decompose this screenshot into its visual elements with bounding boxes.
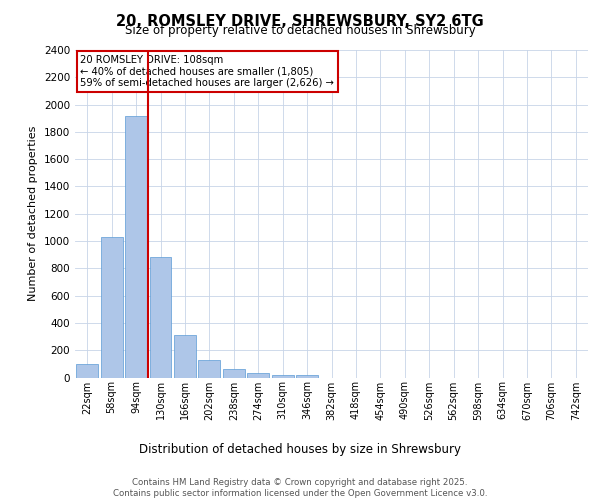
- Text: 20, ROMSLEY DRIVE, SHREWSBURY, SY2 6TG: 20, ROMSLEY DRIVE, SHREWSBURY, SY2 6TG: [116, 14, 484, 29]
- Bar: [149, 258, 172, 378]
- Text: Distribution of detached houses by size in Shrewsbury: Distribution of detached houses by size …: [139, 442, 461, 456]
- Text: 20 ROMSLEY DRIVE: 108sqm
← 40% of detached houses are smaller (1,805)
59% of sem: 20 ROMSLEY DRIVE: 108sqm ← 40% of detach…: [80, 55, 334, 88]
- Bar: [174, 335, 196, 378]
- Bar: [296, 376, 318, 378]
- Bar: [199, 360, 220, 378]
- Bar: [272, 375, 293, 378]
- Bar: [76, 364, 98, 378]
- Text: Size of property relative to detached houses in Shrewsbury: Size of property relative to detached ho…: [125, 24, 475, 37]
- Bar: [101, 237, 122, 378]
- Y-axis label: Number of detached properties: Number of detached properties: [28, 126, 38, 302]
- Bar: [247, 372, 269, 378]
- Text: Contains HM Land Registry data © Crown copyright and database right 2025.
Contai: Contains HM Land Registry data © Crown c…: [113, 478, 487, 498]
- Bar: [223, 370, 245, 378]
- Bar: [125, 116, 147, 378]
